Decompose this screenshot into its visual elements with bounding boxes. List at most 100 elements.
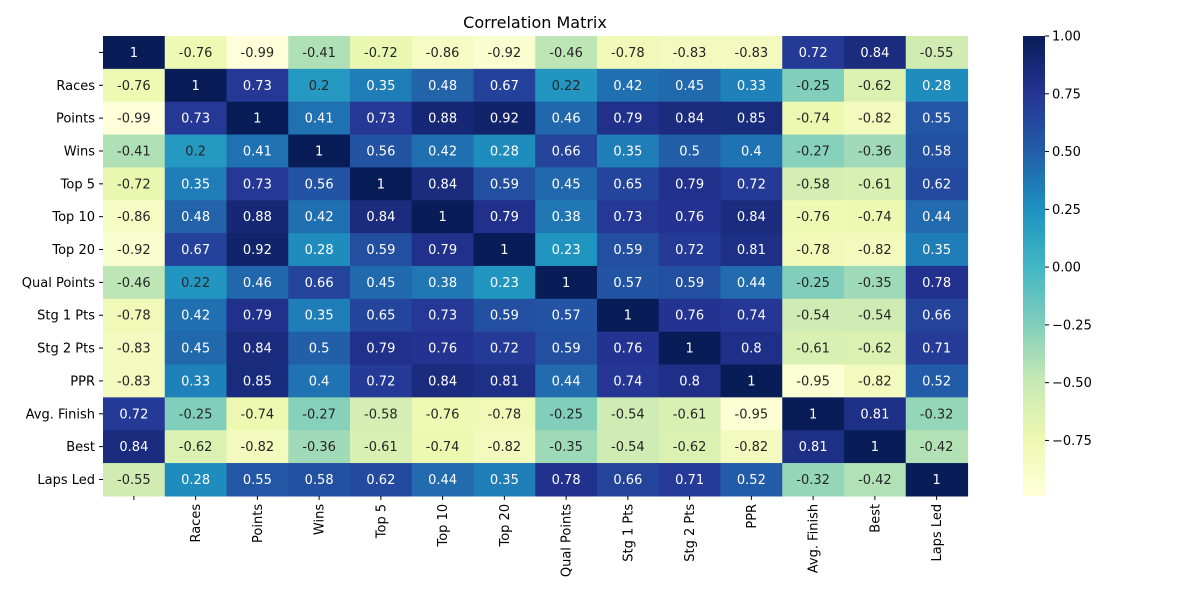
cell-value-label: 0.84 [366,210,395,225]
cell-value-label: 0.79 [243,309,272,324]
cell-value-label: 0.58 [922,144,951,159]
cell-value-label: -0.58 [796,177,830,192]
cell-value-label: 0.67 [181,243,210,258]
cell-value-label: 0.74 [613,374,642,389]
heatmap-cell [103,364,166,398]
heatmap-cell [535,68,598,103]
heatmap-cell [905,397,969,431]
cell-value-label: 0.72 [366,374,395,389]
cell-value-label: 0.72 [737,177,766,192]
heatmap-cell [164,36,228,70]
cell-value-label: 0.35 [366,79,395,94]
cell-value-label: -0.25 [796,79,830,94]
cell-value-label: -0.62 [858,342,892,357]
heatmap-cell [844,265,907,300]
heatmap-cell [226,68,289,103]
cell-value-label: 0.81 [799,440,828,455]
cell-value-label: -0.82 [488,440,522,455]
heatmap-cell [597,265,660,300]
heatmap-cell [535,397,598,431]
heatmap-cell [782,233,845,267]
cell-value-label: 0.74 [737,309,766,324]
cell-value-label: -0.74 [796,112,830,127]
heatmap-cell [473,68,536,103]
heatmap-cell [782,68,845,103]
heatmap-cell [226,200,289,234]
heatmap-cell [164,101,228,136]
heatmap-cell [226,463,289,497]
cell-value-label: 0.88 [428,112,457,127]
cell-value-label: 0.65 [613,177,642,192]
x-tick-label: Top 20 [498,504,513,548]
heatmap-cell [350,134,413,168]
heatmap-cell [473,397,536,431]
cell-value-label: 0.45 [552,177,581,192]
cell-value-label: 1 [377,177,385,192]
y-tick-label: Stg 2 Pts [37,342,95,357]
y-axis-labels: Races Points Wins Top 5 Top 10 Top 20 Qual Poi… [22,51,103,488]
heatmap-cell [164,463,228,497]
cell-value-label: -0.74 [241,407,275,422]
heatmap-cell [288,167,351,201]
heatmap-cell [103,200,166,234]
cell-value-label: -0.35 [549,440,583,455]
cell-value-label: 1 [932,473,940,488]
cell-value-label: 0.45 [181,342,210,357]
x-tick-label: Wins [313,504,328,535]
heatmap-cell [103,233,166,267]
heatmap-cell [164,68,228,103]
heatmap-cell [103,134,166,168]
cell-value-label: -0.58 [364,407,398,422]
heatmap-cell [782,397,845,431]
heatmap-cell [350,200,413,234]
cell-value-label: 0.46 [243,276,272,291]
heatmap-cell [288,101,351,136]
heatmap-cell [658,200,722,234]
cell-value-label: 0.41 [305,112,334,127]
heatmap-cell [103,101,166,136]
cell-value-label: -0.36 [858,144,892,159]
heatmap-cell [164,167,228,201]
cell-value-label: 0.44 [552,374,581,389]
cell-value-label: 0.79 [490,210,519,225]
heatmap-cell [103,463,166,497]
heatmap-cell [226,364,289,398]
heatmap-cell [535,233,598,267]
cell-value-label: -0.76 [426,407,460,422]
heatmap-cell [350,463,413,497]
heatmap-cell [226,331,289,366]
heatmap-cell [288,36,351,70]
heatmap-cell [782,134,845,168]
cell-value-label: 1 [685,342,693,357]
heatmap-cell [350,397,413,431]
cell-value-label: 0.79 [428,243,457,258]
y-tick-label: Stg 1 Pts [37,309,95,324]
cell-value-label: 0.66 [305,276,334,291]
cell-value-label: 0.52 [922,374,951,389]
heatmap-cell [411,463,475,497]
heatmap-cell [103,298,166,333]
heatmap-cell [411,364,475,398]
cell-value-label: 0.81 [737,243,766,258]
heatmap-cell [905,167,969,201]
heatmap-cell [720,364,783,398]
cell-value-label: 0.4 [309,374,330,389]
cell-value-label: -0.83 [735,46,769,61]
cell-value-label: 0.66 [613,473,642,488]
cell-value-label: 0.48 [428,79,457,94]
heatmap-cell [288,134,351,168]
x-tick-label: Stg 2 Pts [683,504,698,562]
cell-value-label: 0.28 [181,473,210,488]
cell-value-label: -0.86 [426,46,460,61]
heatmap-cell [288,200,351,234]
heatmap-cell [597,200,660,234]
cell-value-label: 0.65 [366,309,395,324]
cell-value-label: -0.83 [117,374,151,389]
heatmap-cell [164,364,228,398]
heatmap-cell [535,331,598,366]
heatmap-cell [226,298,289,333]
cell-value-label: -0.27 [796,144,830,159]
cell-value-label: -0.35 [858,276,892,291]
heatmap-cell [658,364,722,398]
cell-value-label: -0.82 [858,112,892,127]
